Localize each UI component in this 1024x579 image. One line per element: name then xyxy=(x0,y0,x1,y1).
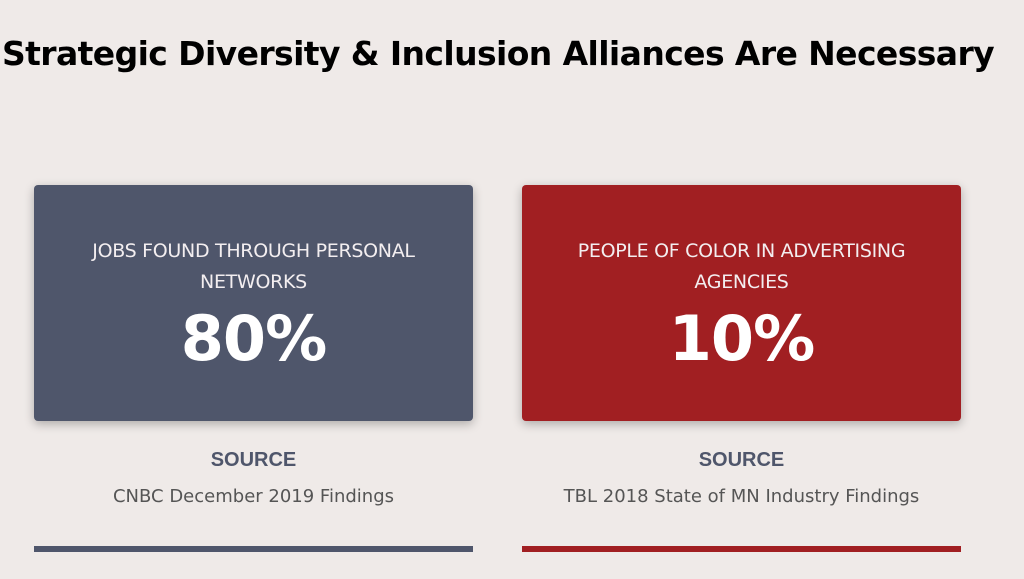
stat-value: 80% xyxy=(180,302,327,375)
source-text: TBL 2018 State of MN Industry Findings xyxy=(563,486,920,507)
divider-bar xyxy=(522,546,961,552)
page-title: Strategic Diversity & Inclusion Alliance… xyxy=(1,34,995,73)
stat-label: PEOPLE OF COLOR IN ADVERTISING AGENCIES xyxy=(577,240,906,293)
source-heading: SOURCE xyxy=(210,449,297,471)
stat-label: JOBS FOUND THROUGH PERSONAL NETWORKS xyxy=(92,240,415,293)
stat-value: 10% xyxy=(668,302,815,375)
stat-card-people-of-color: PEOPLE OF COLOR IN ADVERTISING AGENCIES … xyxy=(522,185,961,421)
divider-bar xyxy=(34,546,473,552)
stat-card-personal-networks: JOBS FOUND THROUGH PERSONAL NETWORKS 80% xyxy=(34,185,473,421)
source-text: CNBC December 2019 Findings xyxy=(112,486,395,507)
source-heading: SOURCE xyxy=(698,449,785,471)
